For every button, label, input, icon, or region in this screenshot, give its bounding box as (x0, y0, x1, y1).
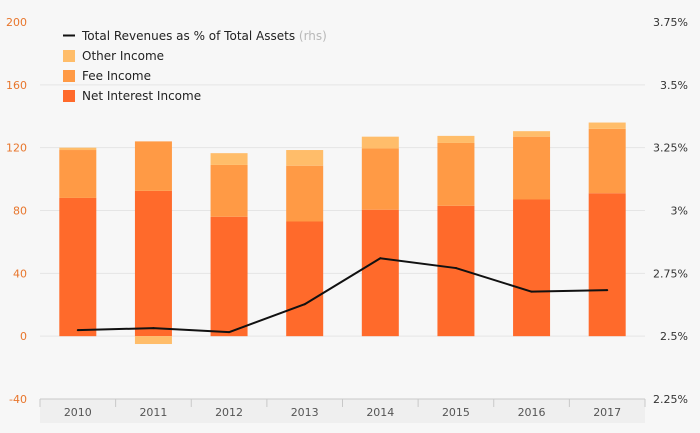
x-tick-label: 2014 (366, 406, 394, 419)
bar-segment (134, 190, 172, 337)
y-right-tick-label: 2.25% (653, 393, 688, 406)
bar-segment (437, 135, 475, 143)
y-right-tick-label: 2.5% (660, 330, 688, 343)
bar-segment (361, 136, 399, 149)
revenue-line (76, 257, 609, 334)
bar-segment (59, 147, 97, 151)
x-tick-label: 2011 (139, 406, 167, 419)
bar-segment (134, 141, 172, 191)
bars (59, 122, 626, 345)
line-point (530, 290, 533, 293)
line-series (77, 257, 608, 334)
x-tick-label: 2010 (64, 406, 92, 419)
bar-segment (513, 136, 551, 200)
bar-segment (513, 131, 551, 137)
bar-segment (286, 165, 324, 222)
x-tick-label: 2015 (442, 406, 470, 419)
x-tick-label: 2013 (291, 406, 319, 419)
y-right-tick-label: 3% (671, 205, 688, 218)
line-point (454, 267, 457, 270)
y-left-tick-label: 40 (13, 267, 27, 280)
bar-segment (210, 164, 248, 217)
y-right-tick-label: 3.75% (653, 16, 688, 29)
line-point (228, 331, 231, 334)
legend-swatch-fee (63, 70, 75, 82)
x-axis: 2010 2011 2012 2013 2014 2015 2016 2017 (39, 398, 646, 423)
x-tick-label: 2016 (518, 406, 546, 419)
y-right-tick-label: 3.5% (660, 79, 688, 92)
line-point (76, 329, 79, 332)
x-tick-label: 2017 (593, 406, 621, 419)
gridlines (40, 84, 645, 337)
y-left-tick-label: 200 (6, 16, 27, 29)
legend-label-nii: Net Interest Income (82, 89, 201, 103)
y-left-tick-label: 0 (20, 330, 27, 343)
x-tick-label: 2012 (215, 406, 243, 419)
y-left-tick-label: 120 (6, 142, 27, 155)
bar-segment (59, 197, 97, 337)
legend-swatch-other (63, 50, 75, 62)
bar-segment (437, 205, 475, 337)
legend-label-revenue: Total Revenues as % of Total Assets (rhs… (81, 29, 327, 43)
line-point (606, 289, 609, 292)
bar-segment (361, 148, 399, 210)
bar-segment (588, 193, 626, 337)
y-left-tick-label: -40 (9, 393, 27, 406)
bar-segment (513, 199, 551, 337)
bar-segment (59, 150, 97, 198)
y-left-tick-label: 160 (6, 79, 27, 92)
bar-segment (588, 128, 626, 194)
bar-segment (437, 142, 475, 206)
bar-segment (361, 209, 399, 337)
bar-segment (286, 221, 324, 337)
left-axis: -40 0 40 80 120 160 200 (6, 16, 27, 406)
line-point (303, 303, 306, 306)
line-point (152, 327, 155, 330)
legend-swatch-nii (63, 90, 75, 102)
bar-segment (210, 153, 248, 165)
bar-segment (134, 336, 172, 345)
line-point (379, 257, 382, 260)
bar-segment (588, 122, 626, 129)
legend-label-other: Other Income (82, 49, 164, 63)
bar-segment (286, 150, 324, 166)
bar-segment (210, 216, 248, 337)
y-left-tick-label: 80 (13, 205, 27, 218)
y-right-tick-label: 2.75% (653, 267, 688, 280)
right-axis: 2.25% 2.5% 2.75% 3% 3.25% 3.5% 3.75% (653, 16, 688, 406)
legend-label-fee: Fee Income (82, 69, 151, 83)
legend: Total Revenues as % of Total Assets (rhs… (63, 29, 327, 103)
y-right-tick-label: 3.25% (653, 142, 688, 155)
